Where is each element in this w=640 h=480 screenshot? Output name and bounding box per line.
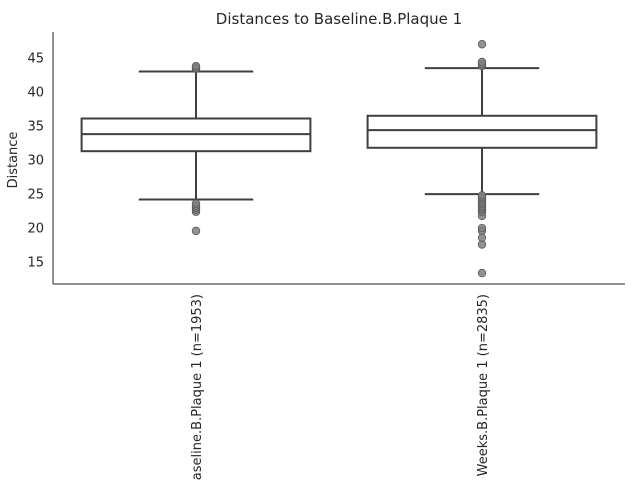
y-tick-label: 45 <box>27 51 44 66</box>
outlier-point <box>477 57 487 67</box>
y-tick-label: 30 <box>27 154 44 169</box>
y-axis-label: Distance <box>6 132 21 189</box>
y-tick-label: 20 <box>27 222 44 237</box>
outlier-point <box>477 223 487 233</box>
y-tick-label: 35 <box>27 119 44 134</box>
x-tick-label: Baseline.B.Plaque 1 (n=1953) <box>190 294 205 480</box>
outlier-point <box>191 61 201 71</box>
y-tick-label: 25 <box>27 188 44 203</box>
plot-area: 15 20 25 30 35 40 45 Baseline.B.Plaque 1 (n=195… <box>27 32 625 480</box>
y-tick-label: 15 <box>27 256 44 271</box>
outlier-point <box>477 268 487 278</box>
y-tick-label: 40 <box>27 85 44 100</box>
outlier-point <box>477 40 487 49</box>
outlier-point <box>191 199 201 208</box>
chart-title: Distances to Baseline.B.Plaque 1 <box>216 10 462 28</box>
x-tick-label: Weeks.B.Plaque 1 (n=2835) <box>476 294 491 476</box>
outlier-point <box>477 191 487 200</box>
outlier-point <box>191 226 201 236</box>
box-iqr <box>366 114 598 149</box>
